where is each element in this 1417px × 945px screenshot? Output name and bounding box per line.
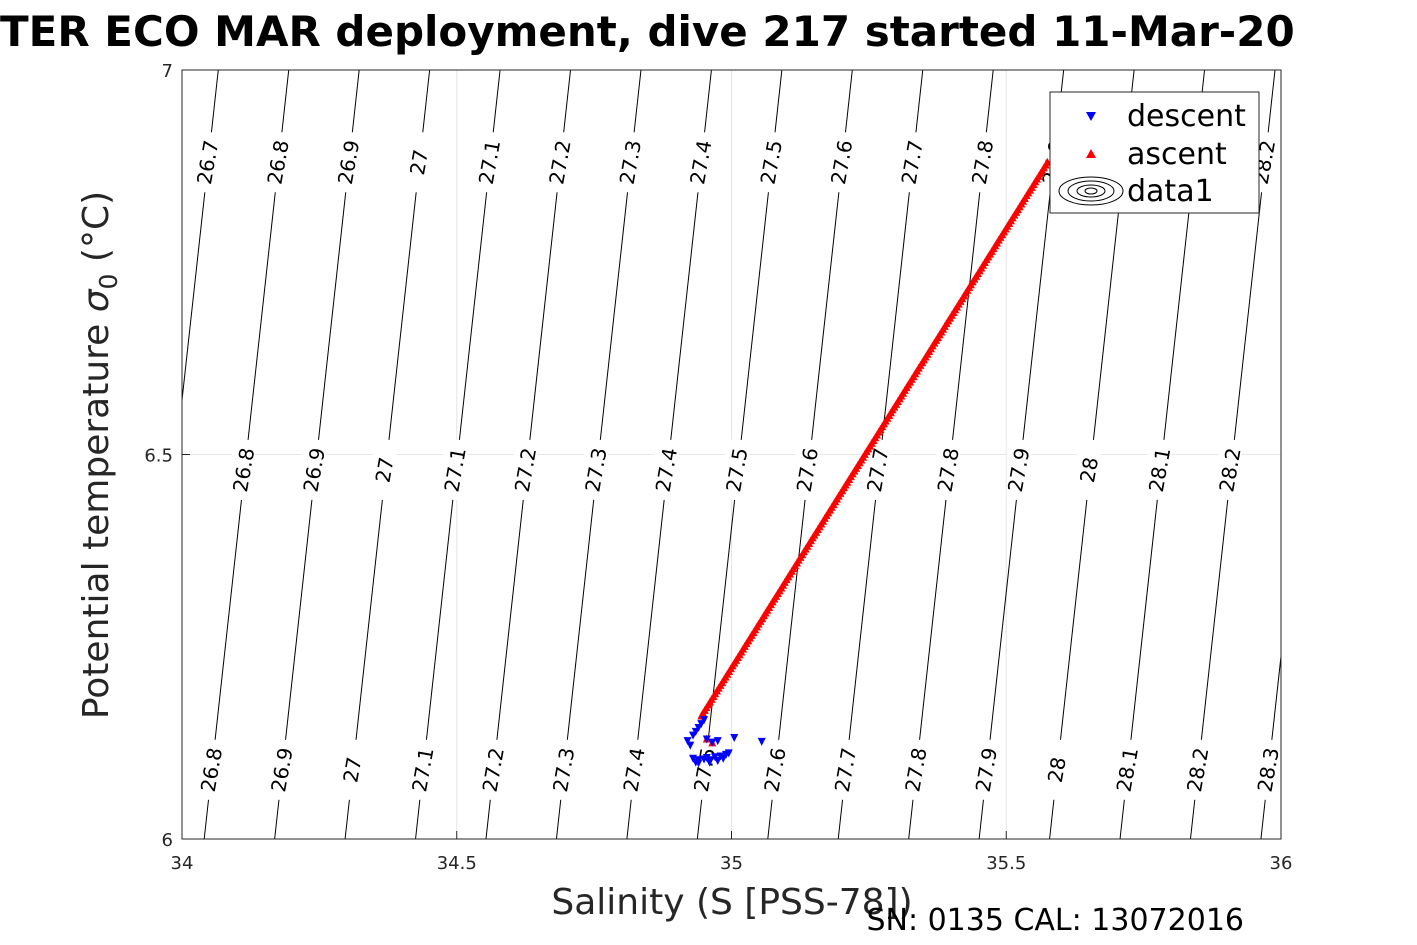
contour-label-bg [336, 132, 361, 193]
contour-label-bg [547, 132, 572, 193]
x-tick-label: 34 [171, 853, 194, 874]
contour-label: 28 [1075, 455, 1103, 484]
contour-label-bg [903, 739, 928, 800]
density-contour-line [1260, 651, 1281, 839]
contour-label-bg [372, 439, 397, 500]
contour-label-bg [692, 739, 717, 800]
y-axis-label: Potential temperature σ0 (°C) [76, 191, 123, 719]
contour-label-bg [829, 132, 854, 193]
descent-point [713, 757, 722, 766]
contour-label-bg [302, 439, 327, 500]
descent-point [683, 737, 692, 746]
contour-label-bg [481, 739, 506, 800]
contour-label-bg [618, 132, 643, 193]
descent-point [702, 735, 711, 744]
descent-point [694, 759, 703, 768]
x-tick-label: 35.5 [986, 853, 1026, 874]
contour-label-bg [199, 739, 224, 800]
contour-label-bg [1077, 439, 1102, 500]
y-tick-label: 7 [162, 61, 173, 82]
contour-label-bg [1256, 739, 1281, 800]
contour-label-bg [936, 439, 961, 500]
x-tick-label: 34.5 [437, 853, 477, 874]
legend-contour-icon [1058, 176, 1124, 206]
contour-label-bg [759, 132, 784, 193]
contour-label-bg [833, 739, 858, 800]
contour-label-bg [795, 439, 820, 500]
contour-label-bg [513, 439, 538, 500]
legend: descent ascent data1 [1049, 91, 1260, 214]
legend-descent-label: descent [1127, 99, 1246, 134]
legend-ascent-marker [1086, 149, 1096, 158]
legend-ascent-label: ascent [1127, 137, 1227, 172]
contour-label-bg [1217, 439, 1242, 500]
descent-point [705, 758, 714, 767]
contour-label: 27 [338, 755, 366, 784]
ascent-point [1043, 157, 1052, 166]
x-axis-ticks: 34 34.5 35 35.5 36 [171, 831, 1293, 874]
contour-label-bg [654, 439, 679, 500]
y-axis-ticks: 66.57 [144, 61, 190, 851]
descent-series [683, 716, 766, 768]
contour-label-bg [688, 132, 713, 193]
contour-label-bg [266, 132, 291, 193]
contour-label-bg [900, 132, 925, 193]
contour-label-bg [974, 739, 999, 800]
contour-label-bg [269, 739, 294, 800]
contour-label-bg [1006, 439, 1031, 500]
descent-point [730, 733, 739, 742]
contour-label-bg [231, 439, 256, 500]
serial-calibration-footer: SN: 0135 CAL: 13072016 [866, 903, 1244, 938]
contour-label-bg [407, 132, 432, 193]
contour-label: 27 [371, 455, 399, 484]
x-axis-label: Salinity (S [PSS-78]) [551, 882, 912, 923]
contour-label-bg [1185, 739, 1210, 800]
contour-label-bg [410, 739, 435, 800]
y-tick-label: 6 [162, 830, 173, 851]
y-tick-label: 6.5 [144, 446, 173, 467]
contour-label-bg [477, 132, 502, 193]
contour-label-bg [763, 739, 788, 800]
contour-label: 28 [1043, 755, 1071, 784]
contour-label-bg [340, 739, 365, 800]
contour-label-bg [443, 439, 468, 500]
contour-label: 27 [405, 148, 433, 177]
contour-label-bg [583, 439, 608, 500]
descent-point [757, 737, 766, 746]
contour-label-bg [622, 739, 647, 800]
contour-label-bg [1044, 739, 1069, 800]
contour-label-bg [195, 132, 220, 193]
contour-label-bg [724, 439, 749, 500]
contour-label-bg [1115, 739, 1140, 800]
contour-label-bg [970, 132, 995, 193]
legend-box [1049, 91, 1260, 214]
legend-descent-marker [1086, 112, 1096, 121]
descent-point [708, 738, 717, 747]
descent-point [700, 716, 709, 725]
descent-point [724, 749, 733, 758]
x-tick-label: 36 [1270, 853, 1293, 874]
density-contour-line [182, 70, 219, 405]
contour-label-bg [1147, 439, 1172, 500]
density-contour-labels: 26.7 26.8 26.9 27 27.1 27.2 27.3 27.4 27.5 27.6 27… [192, 132, 1284, 800]
descent-point [713, 737, 722, 746]
legend-data1-label: data1 [1127, 174, 1214, 209]
chart-title: TER ECO MAR deployment, dive 217 started… [0, 7, 1295, 56]
x-tick-label: 35 [720, 853, 743, 874]
descent-point [686, 741, 695, 750]
contour-label-bg [551, 739, 576, 800]
ascent-series [697, 157, 1052, 747]
descent-point [719, 754, 728, 763]
